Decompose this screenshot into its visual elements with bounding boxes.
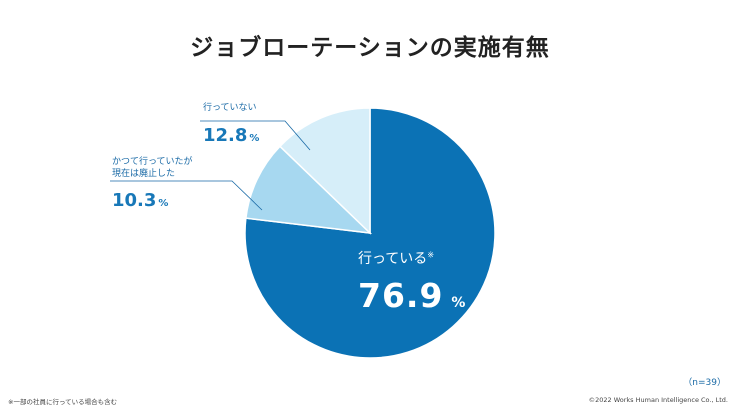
value-abolished: 10.3 xyxy=(112,190,157,211)
unit: % xyxy=(249,133,260,144)
value-not-doing: 12.8 xyxy=(203,125,248,146)
pie-slice-not-doing xyxy=(278,107,371,235)
label-abolished: かつて行っていたが 現在は廃止した 10.3% xyxy=(112,156,193,211)
label-not-doing-value: 12.8% xyxy=(203,125,259,146)
label-doing-text: 行っている xyxy=(358,251,428,267)
value-doing: 76.9 xyxy=(358,276,444,315)
label-abolished-line2: 現在は廃止した xyxy=(112,169,176,179)
leader-line-not-doing xyxy=(200,120,311,151)
pie-slice-abolished xyxy=(245,145,373,235)
chart-title: ジョブローテーションの実施有無 xyxy=(190,35,550,61)
label-abolished-value: 10.3% xyxy=(112,190,193,211)
label-doing: 行っている※ 76.9% xyxy=(358,248,466,315)
label-not-doing-name: 行っていない xyxy=(203,103,257,113)
label-not-doing: 行っていない 12.8% xyxy=(203,102,259,146)
unit: % xyxy=(158,198,169,209)
label-abolished-line1: かつて行っていたが xyxy=(112,157,193,167)
leader-line-abolished xyxy=(110,180,263,211)
unit: % xyxy=(451,295,467,311)
label-doing-name: 行っている※ xyxy=(358,248,466,268)
label-doing-note-mark: ※ xyxy=(427,250,435,260)
footnote: ※一部の社員に行っている場合も含む xyxy=(8,398,118,406)
sample-size: （n=39） xyxy=(683,378,726,388)
copyright: ©2022 Works Human Intelligence Co., Ltd. xyxy=(588,396,728,404)
label-doing-value: 76.9% xyxy=(358,276,466,315)
